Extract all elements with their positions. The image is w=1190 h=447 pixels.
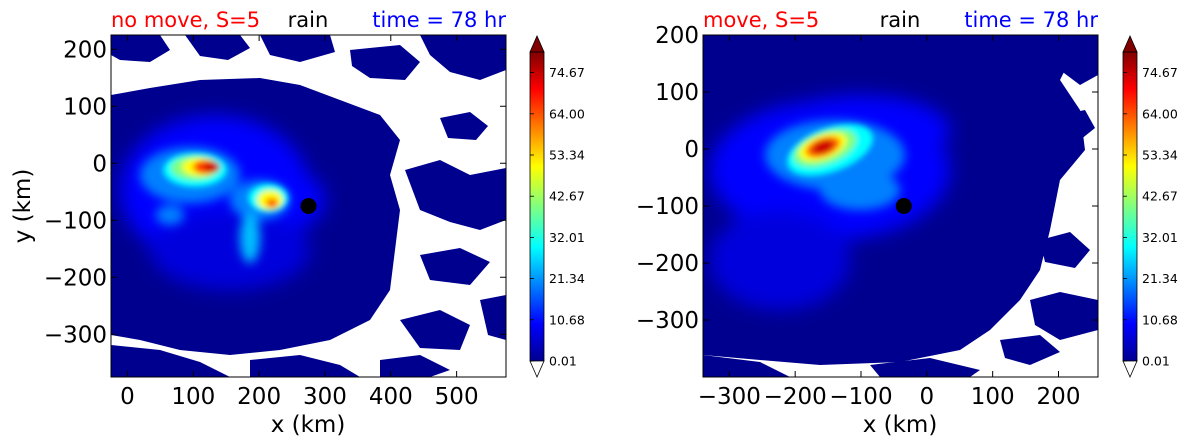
x-axis-label: x (km)	[271, 412, 346, 438]
y-tick-label: −100	[636, 194, 699, 220]
x-tick-label: −200	[764, 384, 827, 410]
x-tick-label: 100	[171, 384, 215, 410]
colorbar-tick-label: 0.01	[549, 354, 577, 369]
colorbar-tick-label: 42.67	[549, 189, 585, 204]
colorbar-tick-label: 10.68	[549, 312, 585, 327]
colorbar-tick-label: 74.67	[1142, 65, 1178, 80]
colorbar-tick-label: 64.00	[1142, 106, 1178, 121]
colorbar-tick-label: 42.67	[1142, 189, 1178, 204]
colorbar-extend-min	[1122, 360, 1138, 378]
title-right: time = 78 hr	[372, 8, 506, 32]
y-axis-label: y (km)	[10, 169, 36, 244]
storm-center-marker	[895, 198, 912, 214]
x-tick-label: 200	[1037, 384, 1081, 410]
panel-move: −300 −200 −100 0 100 200 2001000−100−200−300 …	[636, 8, 1178, 438]
x-tick-label: 400	[369, 384, 413, 410]
colorbar-tick-label: 53.34	[549, 147, 585, 162]
colorbar-tick-label: 0.01	[1142, 354, 1170, 369]
x-tick-label: −300	[698, 384, 761, 410]
colorbar-extend-min	[529, 360, 545, 378]
title-center: rain	[880, 8, 921, 32]
y-tick-label: −300	[636, 308, 699, 334]
y-tick-label: −200	[44, 265, 107, 291]
title-left: move, S=5	[703, 8, 819, 32]
colorbar-no-move: 0.01 10.68 21.34 32.01 42.67 53.34 64.00 74.67	[529, 35, 585, 378]
colorbar-tick-label: 64.00	[549, 106, 585, 121]
x-axis-label: x (km)	[863, 412, 938, 438]
title-left: no move, S=5	[111, 8, 260, 32]
x-tick-label: 0	[120, 384, 135, 410]
colorbar-extend-max	[1122, 35, 1138, 53]
title-right: time = 78 hr	[964, 8, 1098, 32]
y-tick-label: 100	[655, 80, 699, 106]
y-tick-label: 100	[63, 94, 107, 120]
x-tick-label: 500	[435, 384, 479, 410]
x-tick-label: 200	[237, 384, 281, 410]
y-tick-label: −100	[44, 208, 107, 234]
colorbar-tick-label: 74.67	[549, 65, 585, 80]
x-tick-label: −100	[829, 384, 892, 410]
x-axis: −300 −200 −100 0 100 200	[698, 35, 1081, 410]
storm-center-marker	[300, 198, 317, 214]
colorbar-tick-label: 10.68	[1142, 312, 1178, 327]
colorbar-tick-label: 53.34	[1142, 147, 1178, 162]
plot-frame	[110, 34, 507, 378]
x-tick-label: 100	[971, 384, 1015, 410]
y-tick-label: −200	[636, 251, 699, 277]
x-tick-label: 0	[920, 384, 935, 410]
y-tick-label: 0	[684, 137, 699, 163]
rain-field-move	[703, 35, 1098, 377]
colorbar-tick-label: 21.34	[1142, 271, 1178, 286]
y-axis: 200 100 0 −100 −200 −300	[636, 23, 1098, 334]
panel-no-move: 0 100 200 300 400 500 200 100 0 −100 −200 −300 x (…	[10, 8, 585, 438]
y-axis: 200 100 0 −100 −200 −300	[44, 37, 506, 348]
rain-field-no-move	[111, 35, 506, 377]
y-tick-label: 0	[92, 151, 107, 177]
x-tick-label: 300	[303, 384, 347, 410]
y-tick-label: 200	[63, 37, 107, 63]
colorbar-tick-label: 32.01	[549, 230, 585, 245]
colorbar-extend-max	[529, 35, 545, 53]
y-tick-label: −300	[44, 322, 107, 348]
title-center: rain	[288, 8, 329, 32]
y-tick-label: 200	[655, 23, 699, 49]
colorbar-tick-label: 32.01	[1142, 230, 1178, 245]
x-axis: 0 100 200 300 400 500	[120, 35, 479, 410]
colorbar-move: 0.01 10.68 21.34 32.01 42.67 53.34 64.00 74.67	[1122, 35, 1178, 378]
colorbar-tick-label: 21.34	[549, 271, 585, 286]
